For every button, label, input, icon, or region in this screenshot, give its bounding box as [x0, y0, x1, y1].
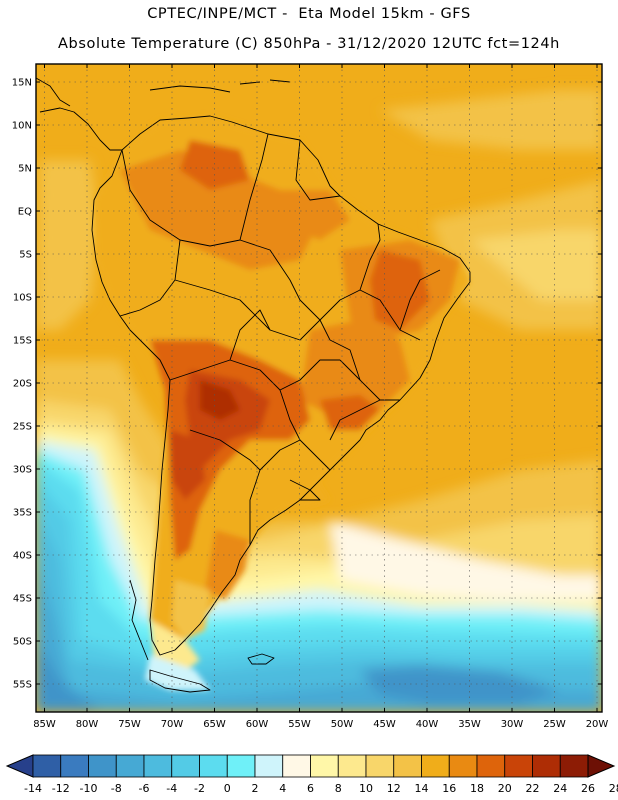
latitude-axis: 15N 10N 5N EQ 5S 10S 15S 20S 25S 30S 35S 40S 45S 50S 5… [12, 78, 602, 691]
lon-label: 75W [118, 719, 141, 730]
colorbar-swatch [282, 754, 311, 778]
lat-label: 5N [18, 164, 32, 175]
colorbar-label: 24 [553, 782, 567, 795]
lat-label: 30S [13, 465, 32, 476]
lon-label: 30W [501, 719, 524, 730]
colorbar-swatch [88, 754, 117, 778]
colorbar-swatch [143, 754, 173, 778]
colorbar-label: 14 [415, 782, 429, 795]
lat-label: 10S [13, 293, 32, 304]
lon-label: 65W [203, 719, 226, 730]
colorbar-label: 4 [279, 782, 286, 795]
lat-label: 35S [13, 508, 32, 519]
colorbar-arrow-left [5, 754, 34, 778]
lat-label: 40S [13, 551, 32, 562]
lon-label: 20W [586, 719, 609, 730]
lon-label: 55W [288, 719, 311, 730]
coastlines [36, 77, 471, 693]
lat-label: 50S [13, 637, 32, 648]
colorbar-swatch [504, 754, 533, 778]
colorbar-swatch [421, 754, 450, 778]
lon-label: 85W [33, 719, 56, 730]
colorbar-label: -6 [139, 782, 150, 795]
temperature-field [36, 64, 602, 712]
lon-label: 70W [161, 719, 184, 730]
lon-label: 50W [331, 719, 354, 730]
colorbar-swatch [448, 754, 478, 778]
colorbar-label: 20 [498, 782, 512, 795]
colorbar-swatch [532, 754, 561, 778]
colorbar-label: 26 [581, 782, 595, 795]
colorbar-swatch [32, 754, 62, 778]
lat-label: 25S [13, 422, 32, 433]
lon-label: 25W [543, 719, 566, 730]
lat-label: 10N [12, 121, 32, 132]
colorbar-arrow-right [587, 754, 616, 778]
lat-label: EQ [18, 207, 32, 218]
colorbar-label: -8 [111, 782, 122, 795]
colorbar-label: 6 [307, 782, 314, 795]
colorbar-label: 18 [470, 782, 484, 795]
lat-label: 55S [13, 680, 32, 691]
colorbar-swatch [199, 754, 228, 778]
colorbar-label: -10 [80, 782, 98, 795]
colorbar-swatch [115, 754, 145, 778]
longitude-axis: 85W 80W 75W 70W 65W 60W 55W 50W 45W 40W 35W 30W 25W 2… [33, 64, 608, 730]
colorbar-label: 8 [335, 782, 342, 795]
colorbar-label: -2 [194, 782, 205, 795]
map-frame [35, 63, 603, 713]
colorbar-swatch [254, 754, 284, 778]
colorbar-label: -14 [24, 782, 42, 795]
colorbar-label: 12 [387, 782, 401, 795]
map-title-line2: Absolute Temperature (C) 850hPa - 31/12/… [58, 36, 560, 52]
colorbar-label: 2 [252, 782, 259, 795]
colorbar-swatch [337, 754, 367, 778]
lat-label: 45S [13, 594, 32, 605]
lon-label: 45W [373, 719, 396, 730]
colorbar-swatch [393, 754, 422, 778]
colorbar-swatch [476, 754, 506, 778]
colorbar-swatch [559, 754, 589, 778]
colorbar-label: 10 [359, 782, 373, 795]
colorbar-swatch [310, 754, 339, 778]
colorbar-swatch [60, 754, 89, 778]
colorbar-swatch [226, 754, 256, 778]
colorbar-label: 0 [224, 782, 231, 795]
colorbar-label: 16 [442, 782, 456, 795]
lon-label: 35W [458, 719, 481, 730]
colorbar-swatch [365, 754, 395, 778]
colorbar-label: -4 [166, 782, 177, 795]
lat-label: 15N [12, 78, 32, 89]
lat-label: 5S [19, 250, 32, 261]
graticule [36, 64, 602, 712]
lon-label: 80W [76, 719, 99, 730]
lon-label: 40W [416, 719, 439, 730]
colorbar: -14 -12 -10 -8 -6 -4 -2 0 2 4 6 8 10 12 14 16 18 20 22 24 26… [5, 754, 618, 795]
map-title-line1: CPTEC/INPE/MCT - Eta Model 15km - GFS [147, 6, 471, 22]
lon-label: 60W [246, 719, 269, 730]
lat-label: 20S [13, 379, 32, 390]
colorbar-label: 28 [609, 782, 618, 795]
colorbar-label: -12 [52, 782, 70, 795]
colorbar-swatch [171, 754, 200, 778]
colorbar-label: 22 [526, 782, 540, 795]
lat-label: 15S [13, 336, 32, 347]
